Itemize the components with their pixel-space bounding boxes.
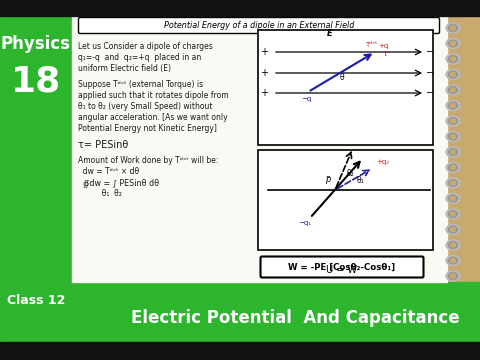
Ellipse shape <box>448 211 457 217</box>
Ellipse shape <box>451 72 456 77</box>
Ellipse shape <box>448 195 457 202</box>
Text: +q: +q <box>378 43 388 49</box>
Ellipse shape <box>451 88 456 92</box>
Ellipse shape <box>446 209 460 219</box>
Ellipse shape <box>446 131 460 141</box>
Ellipse shape <box>448 24 457 31</box>
Ellipse shape <box>446 54 460 64</box>
Ellipse shape <box>448 71 457 78</box>
Text: +q₂: +q₂ <box>376 159 389 165</box>
Ellipse shape <box>446 147 460 157</box>
Ellipse shape <box>451 104 456 108</box>
Bar <box>0 282 480 342</box>
Ellipse shape <box>451 197 456 201</box>
Text: p⃗: p⃗ <box>324 175 330 184</box>
Ellipse shape <box>446 69 460 80</box>
Ellipse shape <box>446 162 460 172</box>
Text: −q₁: −q₁ <box>299 220 312 226</box>
Ellipse shape <box>451 243 456 247</box>
Ellipse shape <box>451 150 456 154</box>
Ellipse shape <box>451 212 456 216</box>
Ellipse shape <box>451 57 456 61</box>
Ellipse shape <box>448 180 457 186</box>
Text: ∯dw = ∫ PESinθ dθ: ∯dw = ∫ PESinθ dθ <box>78 178 159 187</box>
Text: Let us Consider a dipole of charges: Let us Consider a dipole of charges <box>78 42 213 51</box>
Text: Tᵈˣᵗ: Tᵈˣᵗ <box>365 42 377 48</box>
FancyBboxPatch shape <box>79 18 440 33</box>
Ellipse shape <box>446 39 460 49</box>
Text: q₁=-q  and  q₂=+q  placed in an: q₁=-q and q₂=+q placed in an <box>78 53 201 62</box>
Text: Suppose Tᵈˣᵗ (external Torque) is: Suppose Tᵈˣᵗ (external Torque) is <box>78 80 203 89</box>
Ellipse shape <box>446 178 460 188</box>
Text: W = -PE [Cosθ₂-Cosθ₁]: W = -PE [Cosθ₂-Cosθ₁] <box>288 262 396 271</box>
Ellipse shape <box>448 257 457 264</box>
Ellipse shape <box>451 41 456 45</box>
Text: U = W: U = W <box>326 265 358 275</box>
Text: applied such that it rotates dipole from: applied such that it rotates dipole from <box>78 91 228 100</box>
Text: −: − <box>426 47 434 57</box>
Ellipse shape <box>446 240 460 250</box>
Text: θ₁: θ₁ <box>357 176 365 185</box>
Text: Potential Energy not Kinetic Energy]: Potential Energy not Kinetic Energy] <box>78 124 217 133</box>
Ellipse shape <box>448 242 457 248</box>
Ellipse shape <box>448 273 457 279</box>
Ellipse shape <box>448 117 457 125</box>
FancyBboxPatch shape <box>261 256 423 278</box>
Ellipse shape <box>448 55 457 63</box>
Ellipse shape <box>451 166 456 170</box>
Text: −: − <box>426 68 434 78</box>
Text: Electric Potential  And Capacitance: Electric Potential And Capacitance <box>131 309 459 327</box>
Text: τ= PESinθ: τ= PESinθ <box>78 140 128 150</box>
Bar <box>0 0 480 16</box>
Text: Amount of Work done by Tᵈˣᵗ will be:: Amount of Work done by Tᵈˣᵗ will be: <box>78 156 218 165</box>
Text: θ: θ <box>340 73 344 82</box>
Ellipse shape <box>451 228 456 231</box>
Bar <box>0 342 480 360</box>
Ellipse shape <box>451 181 456 185</box>
Ellipse shape <box>448 86 457 94</box>
Ellipse shape <box>448 226 457 233</box>
Ellipse shape <box>451 119 456 123</box>
Text: +: + <box>260 88 268 98</box>
Ellipse shape <box>448 133 457 140</box>
Text: 18: 18 <box>11 65 61 99</box>
Ellipse shape <box>446 271 460 281</box>
Ellipse shape <box>448 164 457 171</box>
Text: Physics: Physics <box>1 35 71 53</box>
Ellipse shape <box>451 26 456 30</box>
Ellipse shape <box>451 274 456 278</box>
Ellipse shape <box>448 148 457 156</box>
Text: θ₁ to θ₂ (very Small Speed) without: θ₁ to θ₂ (very Small Speed) without <box>78 102 213 111</box>
Text: +: + <box>260 68 268 78</box>
Bar <box>72 16 447 282</box>
Text: +: + <box>260 47 268 57</box>
Text: Potential Energy of a dipole in an External Field: Potential Energy of a dipole in an Exter… <box>164 22 354 31</box>
Ellipse shape <box>446 116 460 126</box>
Text: E⃗: E⃗ <box>327 30 333 39</box>
Text: θ₂: θ₂ <box>347 169 355 178</box>
Ellipse shape <box>446 194 460 203</box>
Text: τ: τ <box>382 49 387 58</box>
Text: −q: −q <box>301 96 311 102</box>
Text: dw = Tᵈˣᵗ × dθ: dw = Tᵈˣᵗ × dθ <box>78 167 139 176</box>
Ellipse shape <box>446 100 460 111</box>
Text: angular acceleration. [As we want only: angular acceleration. [As we want only <box>78 113 228 122</box>
FancyBboxPatch shape <box>258 30 433 145</box>
Ellipse shape <box>446 23 460 33</box>
Ellipse shape <box>446 256 460 266</box>
FancyBboxPatch shape <box>258 150 433 250</box>
Text: −: − <box>426 88 434 98</box>
Ellipse shape <box>446 85 460 95</box>
Ellipse shape <box>448 40 457 47</box>
Ellipse shape <box>451 258 456 262</box>
Bar <box>0 16 72 282</box>
Ellipse shape <box>451 135 456 139</box>
Ellipse shape <box>446 225 460 234</box>
Text: uniform Electric field (E): uniform Electric field (E) <box>78 64 171 73</box>
Ellipse shape <box>448 102 457 109</box>
Text: θ₁  θ₂: θ₁ θ₂ <box>78 189 122 198</box>
Text: Class 12: Class 12 <box>7 293 65 306</box>
